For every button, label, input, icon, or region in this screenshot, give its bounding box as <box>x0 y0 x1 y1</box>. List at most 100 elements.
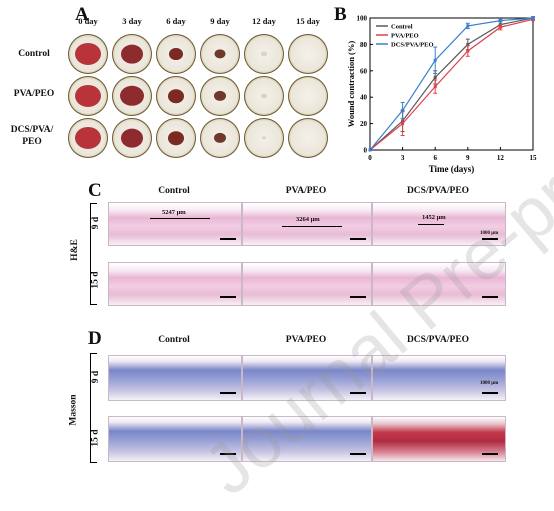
y-tick-label-4: 80 <box>360 41 368 49</box>
he-scale-text: 1000 μm <box>480 231 499 236</box>
wound-2-1 <box>121 128 143 148</box>
dish-2-3 <box>200 118 240 158</box>
day-label-4: 12 day <box>252 16 276 26</box>
point-0-2 <box>433 75 437 79</box>
point-0-3 <box>466 42 470 46</box>
y-tick-label-3: 60 <box>360 67 368 75</box>
day-label-2: 6 day <box>166 16 186 26</box>
masson-pvapeo-9d <box>242 355 372 401</box>
he-dcs-15d <box>372 262 506 306</box>
wound-2-4 <box>262 136 266 140</box>
series-line-0 <box>369 17 534 151</box>
measure-arrow-pvapeo <box>282 226 342 227</box>
scalebar-he-5 <box>350 296 366 298</box>
point-1-1 <box>401 122 405 126</box>
he-control-9d <box>108 202 242 246</box>
wound-1-0 <box>75 84 101 108</box>
x-tick-label-1: 3 <box>401 154 405 162</box>
group-label-0: Control <box>18 49 50 59</box>
c-title-dcs: DCS/PVA/PEO <box>406 186 470 196</box>
measure-control: 5247 μm <box>162 209 186 216</box>
measure-arrow-control <box>150 218 210 219</box>
wound-1-4 <box>261 93 267 99</box>
point-2-5 <box>531 16 535 20</box>
he-stain-label: H&E <box>69 239 80 261</box>
wound-0-1 <box>121 44 143 64</box>
day-label-3: 9 day <box>210 16 230 26</box>
panel-d-letter: D <box>88 328 102 349</box>
day-label-1: 3 day <box>122 16 142 26</box>
masson-dcs-9d <box>372 355 506 401</box>
he-row-9d: 9 d <box>91 216 102 230</box>
masson-row-15d: 15 d <box>90 429 101 447</box>
wound-2-0 <box>75 126 101 150</box>
masson-dcs-15d <box>372 416 506 462</box>
wound-contraction-chart: 0 3 6 9 12 15 0 20 40 60 80 100 Time (days) Wound con… <box>346 15 538 175</box>
point-2-2 <box>433 58 437 62</box>
series-line-1 <box>369 18 534 151</box>
wound-2-2 <box>168 131 184 145</box>
dish-1-3 <box>200 76 240 116</box>
plot-frame <box>369 17 534 151</box>
dish-1-0 <box>68 76 108 116</box>
point-1-3 <box>466 49 470 53</box>
x-tick-label-5: 15 <box>530 154 538 162</box>
scalebar-ms-2 <box>350 392 366 394</box>
y-tick-label-0: 0 <box>364 147 368 155</box>
d-title-dcs: DCS/PVA/PEO <box>406 335 470 345</box>
point-2-3 <box>466 24 470 28</box>
measure-arrow-dcs <box>418 224 444 225</box>
measure-dcs: 1452 μm <box>422 214 446 221</box>
dish-2-4 <box>244 118 284 158</box>
point-2-0 <box>368 148 372 152</box>
point-1-4 <box>498 25 502 29</box>
scalebar-he-4 <box>220 296 236 298</box>
legend-label-2: DCS/PVA/PEO <box>391 42 434 49</box>
dish-0-2 <box>156 34 196 74</box>
point-2-4 <box>498 19 502 23</box>
wound-1-1 <box>120 85 144 107</box>
masson-control-9d <box>108 355 242 401</box>
x-tick-label-0: 0 <box>368 154 372 162</box>
masson-bracket <box>90 353 97 463</box>
day-label-0: 0 day <box>78 16 98 26</box>
point-1-2 <box>433 85 437 89</box>
masson-stain-label: Masson <box>68 394 79 426</box>
d-title-pvapeo: PVA/PEO <box>285 335 327 345</box>
x-tick-label-3: 9 <box>466 154 470 162</box>
scalebar-he-1 <box>220 238 236 240</box>
dish-1-1 <box>112 76 152 116</box>
scalebar-ms-4 <box>220 453 236 455</box>
day-label-5: 15 day <box>296 16 320 26</box>
dish-2-0 <box>68 118 108 158</box>
masson-pvapeo-15d <box>242 416 372 462</box>
he-bracket <box>90 203 97 305</box>
wound-0-0 <box>75 42 101 66</box>
scalebar-ms-1 <box>220 392 236 394</box>
y-axis-label: Wound contraction (%) <box>346 41 356 128</box>
dish-1-4 <box>244 76 284 116</box>
dish-1-5 <box>288 76 328 116</box>
dish-0-4 <box>244 34 284 74</box>
panel-b-letter: B <box>334 4 347 25</box>
dish-1-2 <box>156 76 196 116</box>
dish-2-5 <box>288 118 328 158</box>
he-pvapeo-15d <box>242 262 372 306</box>
masson-row-9d: 9 d <box>91 370 102 384</box>
series-line-2 <box>369 17 534 151</box>
y-tick-label-2: 40 <box>360 94 368 102</box>
wound-1-3 <box>214 90 226 102</box>
dish-2-2 <box>156 118 196 158</box>
dish-0-0 <box>68 34 108 74</box>
y-tick-label-1: 20 <box>360 120 368 128</box>
dish-0-3 <box>200 34 240 74</box>
scalebar-ms-6 <box>482 453 498 455</box>
wound-0-4 <box>261 51 267 57</box>
scalebar-ms-5 <box>350 453 366 455</box>
point-2-1 <box>401 108 405 112</box>
c-title-control: Control <box>158 186 190 196</box>
scalebar-ms-3 <box>482 392 498 394</box>
measure-pvapeo: 3264 μm <box>296 216 320 223</box>
he-control-15d <box>108 262 242 306</box>
wound-2-3 <box>214 132 226 144</box>
